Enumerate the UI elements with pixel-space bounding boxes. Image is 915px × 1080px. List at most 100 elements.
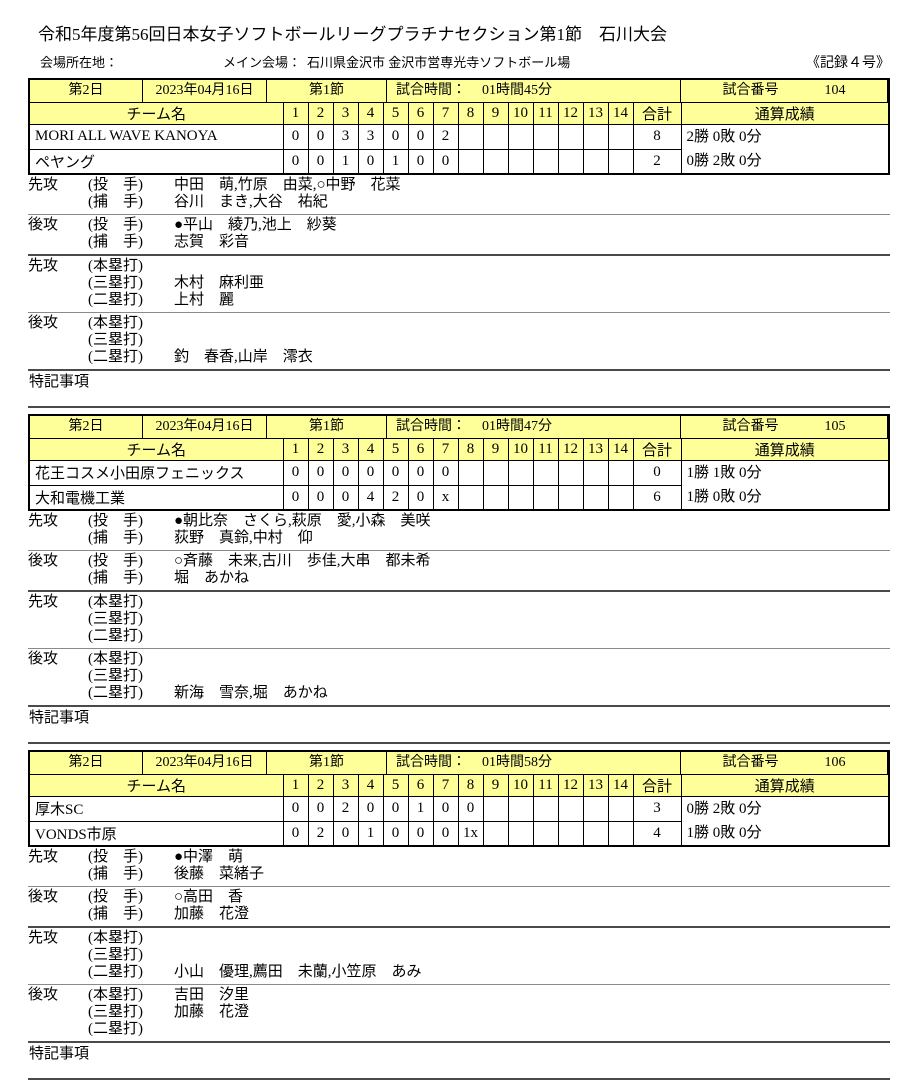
inning-score-cell: 0: [282, 460, 309, 486]
total-score: 8: [632, 124, 682, 150]
double-names: 上村 麗: [174, 292, 235, 308]
inning-header-cell: 14: [607, 102, 634, 125]
inning-score-cell: [482, 124, 509, 150]
home-run-label: (本塁打): [88, 987, 143, 1003]
inning-score-cell: 1: [332, 148, 359, 174]
total-header: 合計: [632, 102, 682, 125]
overall-record-header: 通算成績: [680, 774, 889, 797]
double-names: [174, 628, 890, 645]
double-names: 新海 雪奈,堀 あかね: [174, 685, 328, 701]
pitcher-names: 中田 萌,竹原 由菜,○中野 花菜: [174, 177, 401, 193]
game-number-label: 試合番号: [722, 419, 779, 434]
side-label: 先攻: [28, 849, 59, 865]
game-day: 第2日: [30, 80, 143, 102]
team-name-header: チーム名: [29, 438, 284, 461]
pitchers-second-attack: 後攻 (投 手) ○高田 香 (捕 手) 加藤 花澄: [28, 886, 890, 926]
inning-score-cell: 0: [382, 460, 409, 486]
inning-score-cell: 0: [432, 148, 459, 174]
inning-score-cell: [507, 796, 534, 822]
home-run-names: 吉田 汐里: [174, 987, 250, 1003]
team-name: 厚木SC: [29, 796, 284, 822]
overall-record-cell: 2勝 0敗 0分 0勝 2敗 0分: [680, 124, 889, 174]
inning-header-cell: 12: [557, 438, 584, 461]
game-number-value: 104: [824, 83, 846, 98]
team-name: ペヤング: [29, 148, 284, 174]
catcher-names: 志賀 彩音: [174, 234, 250, 250]
overall-record-header: 通算成績: [680, 102, 889, 125]
catcher-names: 荻野 真鈴,中村 仰: [174, 530, 313, 546]
inning-score-cell: 0: [332, 820, 359, 846]
inning-score-cell: 0: [282, 148, 309, 174]
page-title: 令和5年度第56回日本女子ソフトボールリーグプラチナセクション第1節 石川大会: [38, 25, 667, 44]
inning-header-cell: 5: [382, 102, 409, 125]
triple-label: (三塁打): [88, 668, 143, 684]
pitchers-first-attack: 先攻 (投 手) ●中澤 萌 (捕 手) 後藤 菜緒子: [28, 847, 890, 886]
inning-header-cell: 14: [607, 774, 634, 797]
game-number-value: 105: [824, 419, 846, 434]
team-row: VONDS市原 0 2 0 1 0 0 0 1x 4: [29, 820, 888, 846]
inning-header-cell: 3: [332, 102, 359, 125]
inning-score-cell: 0: [307, 124, 334, 150]
pitcher-label: (投 手): [88, 513, 143, 529]
inning-header-cell: 6: [407, 102, 434, 125]
inning-score-cell: [557, 484, 584, 510]
inning-score-cell: [557, 124, 584, 150]
inning-header-cell: 1: [282, 774, 309, 797]
inning-score-cell: 0: [432, 796, 459, 822]
inning-score-cell: [582, 820, 609, 846]
team-name: VONDS市原: [29, 820, 284, 846]
pitcher-names: ●朝比奈 さくら,萩原 愛,小森 美咲: [174, 513, 431, 529]
inning-score-cell: [607, 484, 634, 510]
inning-score-cell: 0: [457, 796, 484, 822]
home-run-label: (本塁打): [88, 930, 143, 946]
home-run-label: (本塁打): [88, 651, 143, 667]
pitcher-label: (投 手): [88, 889, 143, 905]
triple-label: (三塁打): [88, 947, 143, 963]
team-name: 大和電機工業: [29, 484, 284, 510]
inning-score-cell: [607, 460, 634, 486]
inning-score-cell: 0: [432, 820, 459, 846]
game-time-label: 試合時間：: [396, 755, 466, 770]
inning-score-cell: [557, 820, 584, 846]
total-score: 6: [632, 484, 682, 510]
double-label: (二塁打): [88, 349, 143, 365]
notes-section: 特記事項: [28, 705, 890, 744]
inning-score-cell: 0: [407, 484, 434, 510]
venue-address-label: 会場所在地：: [40, 55, 119, 70]
team-name-header: チーム名: [29, 102, 284, 125]
hits-first-attack: 先攻 (本塁打) (三塁打) (二塁打): [28, 590, 890, 648]
inning-score-cell: 0: [307, 796, 334, 822]
triple-names: [174, 947, 890, 964]
team-overall-record: 0勝 2敗 0分: [686, 801, 762, 817]
triple-names: [174, 668, 890, 685]
inning-header-cell: 2: [307, 102, 334, 125]
inning-header-cell: 3: [332, 774, 359, 797]
inning-header-cell: 7: [432, 438, 459, 461]
total-score: 4: [632, 820, 682, 846]
inning-header-cell: 7: [432, 774, 459, 797]
game-time-cell: 試合時間： 01時間58分: [387, 752, 681, 774]
inning-header-cell: 7: [432, 102, 459, 125]
overall-record-header: 通算成績: [680, 438, 889, 461]
double-label: (二塁打): [88, 292, 143, 308]
overall-record-cell: 0勝 2敗 0分 1勝 0敗 0分: [680, 796, 889, 846]
inning-score-cell: [507, 460, 534, 486]
triple-names: 木村 麻利亜: [174, 275, 265, 291]
score-header-row: チーム名 1 2 3 4 5 6 7 8 9 10 11 12 13 14 合計 通算成績: [29, 102, 889, 125]
inning-score-cell: [557, 460, 584, 486]
inning-header-cell: 11: [532, 774, 559, 797]
pitcher-names: ○斉藤 未来,古川 歩佳,大串 都未希: [174, 553, 431, 569]
team-overall-record: 1勝 0敗 0分: [686, 489, 762, 505]
team-name: 花王コスメ小田原フェニックス: [29, 460, 284, 486]
inning-score-cell: 0: [307, 460, 334, 486]
inning-header-cell: 13: [582, 774, 609, 797]
inning-score-cell: [457, 124, 484, 150]
score-table-1: 第2日 2023年04月16日 第1節 試合時間： 01時間45分 試合番号 1…: [28, 78, 890, 175]
inning-score-cell: 0: [332, 460, 359, 486]
score-header-row: チーム名 1 2 3 4 5 6 7 8 9 10 11 12 13 14 合計 通算成績: [29, 774, 889, 797]
main-venue-label: メイン会場：: [223, 55, 302, 70]
inning-header-cell: 9: [482, 774, 509, 797]
game-time-cell: 試合時間： 01時間45分: [387, 80, 681, 102]
